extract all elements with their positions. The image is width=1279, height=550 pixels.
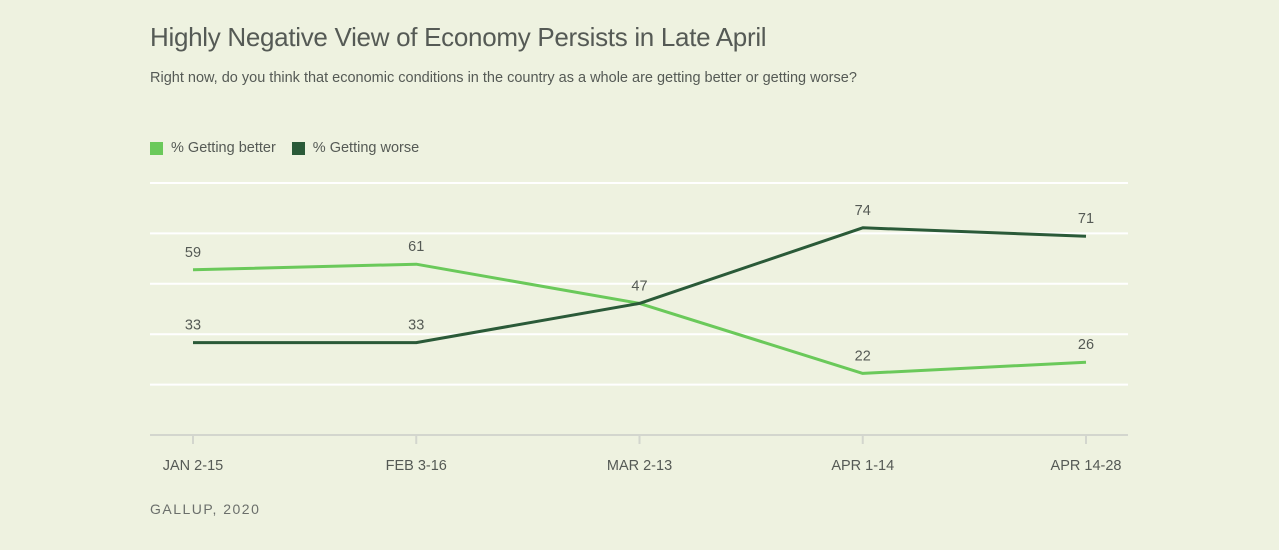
legend-swatch-worse bbox=[291, 141, 305, 155]
data-label-worse: 71 bbox=[1078, 211, 1094, 227]
x-tick-label: JAN 2-15 bbox=[163, 458, 223, 474]
legend-swatch-better bbox=[150, 141, 163, 155]
legend-label-worse: % Getting worse bbox=[312, 140, 420, 156]
data-label-better: 59 bbox=[185, 245, 201, 261]
data-label-better: 61 bbox=[408, 239, 424, 255]
legend-item-worse: % Getting worse bbox=[291, 140, 420, 156]
x-tick-label: FEB 3-16 bbox=[386, 458, 447, 474]
data-label-worse: 47 bbox=[631, 278, 647, 294]
legend-label-better: % Getting better bbox=[171, 140, 276, 156]
source-credit: GALLUP, 2020 bbox=[150, 501, 261, 517]
data-label-worse: 74 bbox=[855, 203, 871, 219]
chart-title: Highly Negative View of Economy Persists… bbox=[150, 22, 767, 52]
legend: % Getting better % Getting worse bbox=[150, 140, 419, 156]
data-label-better: 26 bbox=[1078, 337, 1094, 353]
data-label-better: 22 bbox=[855, 348, 871, 364]
x-tick-label: APR 14-28 bbox=[1051, 458, 1122, 474]
data-label-worse: 33 bbox=[408, 318, 424, 334]
x-tick-label: APR 1-14 bbox=[831, 458, 894, 474]
legend-item-better: % Getting better bbox=[150, 140, 276, 156]
chart-subtitle: Right now, do you think that economic co… bbox=[150, 70, 857, 86]
series-line-worse bbox=[193, 226, 1087, 345]
data-label-worse: 33 bbox=[185, 318, 201, 334]
x-tick-label: MAR 2-13 bbox=[607, 458, 672, 474]
